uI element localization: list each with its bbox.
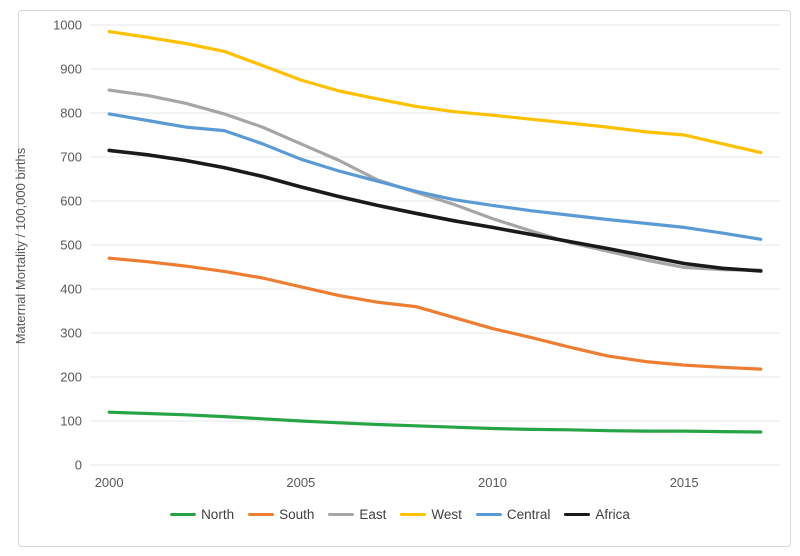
x-tick-label: 2005 [286, 475, 315, 490]
legend-label-south: South [279, 507, 315, 522]
x-tick-label: 2015 [670, 475, 699, 490]
x-tick-label: 2010 [478, 475, 507, 490]
y-tick-label: 900 [60, 62, 82, 77]
legend-label-west: West [431, 507, 462, 522]
series-line-west [107, 30, 763, 155]
series-line-central [107, 112, 763, 241]
legend-item-west: West [400, 507, 462, 522]
series-line-east [107, 88, 763, 272]
y-tick-label: 0 [75, 458, 82, 473]
legend-swatch-south [248, 513, 275, 516]
series-line-africa [107, 148, 763, 273]
legend-swatch-east [328, 513, 355, 516]
y-tick-label: 200 [60, 370, 82, 385]
series-line-south [107, 256, 763, 371]
legend-label-east: East [359, 507, 387, 522]
legend-item-africa: Africa [564, 507, 630, 522]
y-axis-title: Maternal Mortality / 100,000 births [13, 147, 28, 345]
x-tick-label: 2000 [95, 475, 124, 490]
y-tick-label: 800 [60, 106, 82, 121]
series-line-north [107, 410, 763, 434]
legend-swatch-north [170, 513, 197, 516]
chart-legend: North South East West Central Africa [0, 507, 800, 522]
y-tick-label: 600 [60, 194, 82, 209]
y-tick-label: 100 [60, 414, 82, 429]
y-tick-label: 1000 [53, 18, 82, 33]
legend-swatch-central [475, 513, 502, 516]
y-tick-label: 400 [60, 282, 82, 297]
legend-item-north: North [170, 507, 234, 522]
legend-label-north: North [201, 507, 235, 522]
legend-item-central: Central [475, 507, 551, 522]
legend-swatch-west [400, 513, 427, 516]
legend-item-east: East [328, 507, 386, 522]
y-tick-label: 500 [60, 238, 82, 253]
chart-frame [18, 10, 791, 547]
legend-label-central: Central [506, 507, 551, 522]
y-tick-label: 700 [60, 150, 82, 165]
legend-swatch-africa [564, 513, 591, 516]
legend-label-africa: Africa [595, 507, 630, 522]
y-tick-label: 300 [60, 326, 82, 341]
legend-item-south: South [248, 507, 314, 522]
